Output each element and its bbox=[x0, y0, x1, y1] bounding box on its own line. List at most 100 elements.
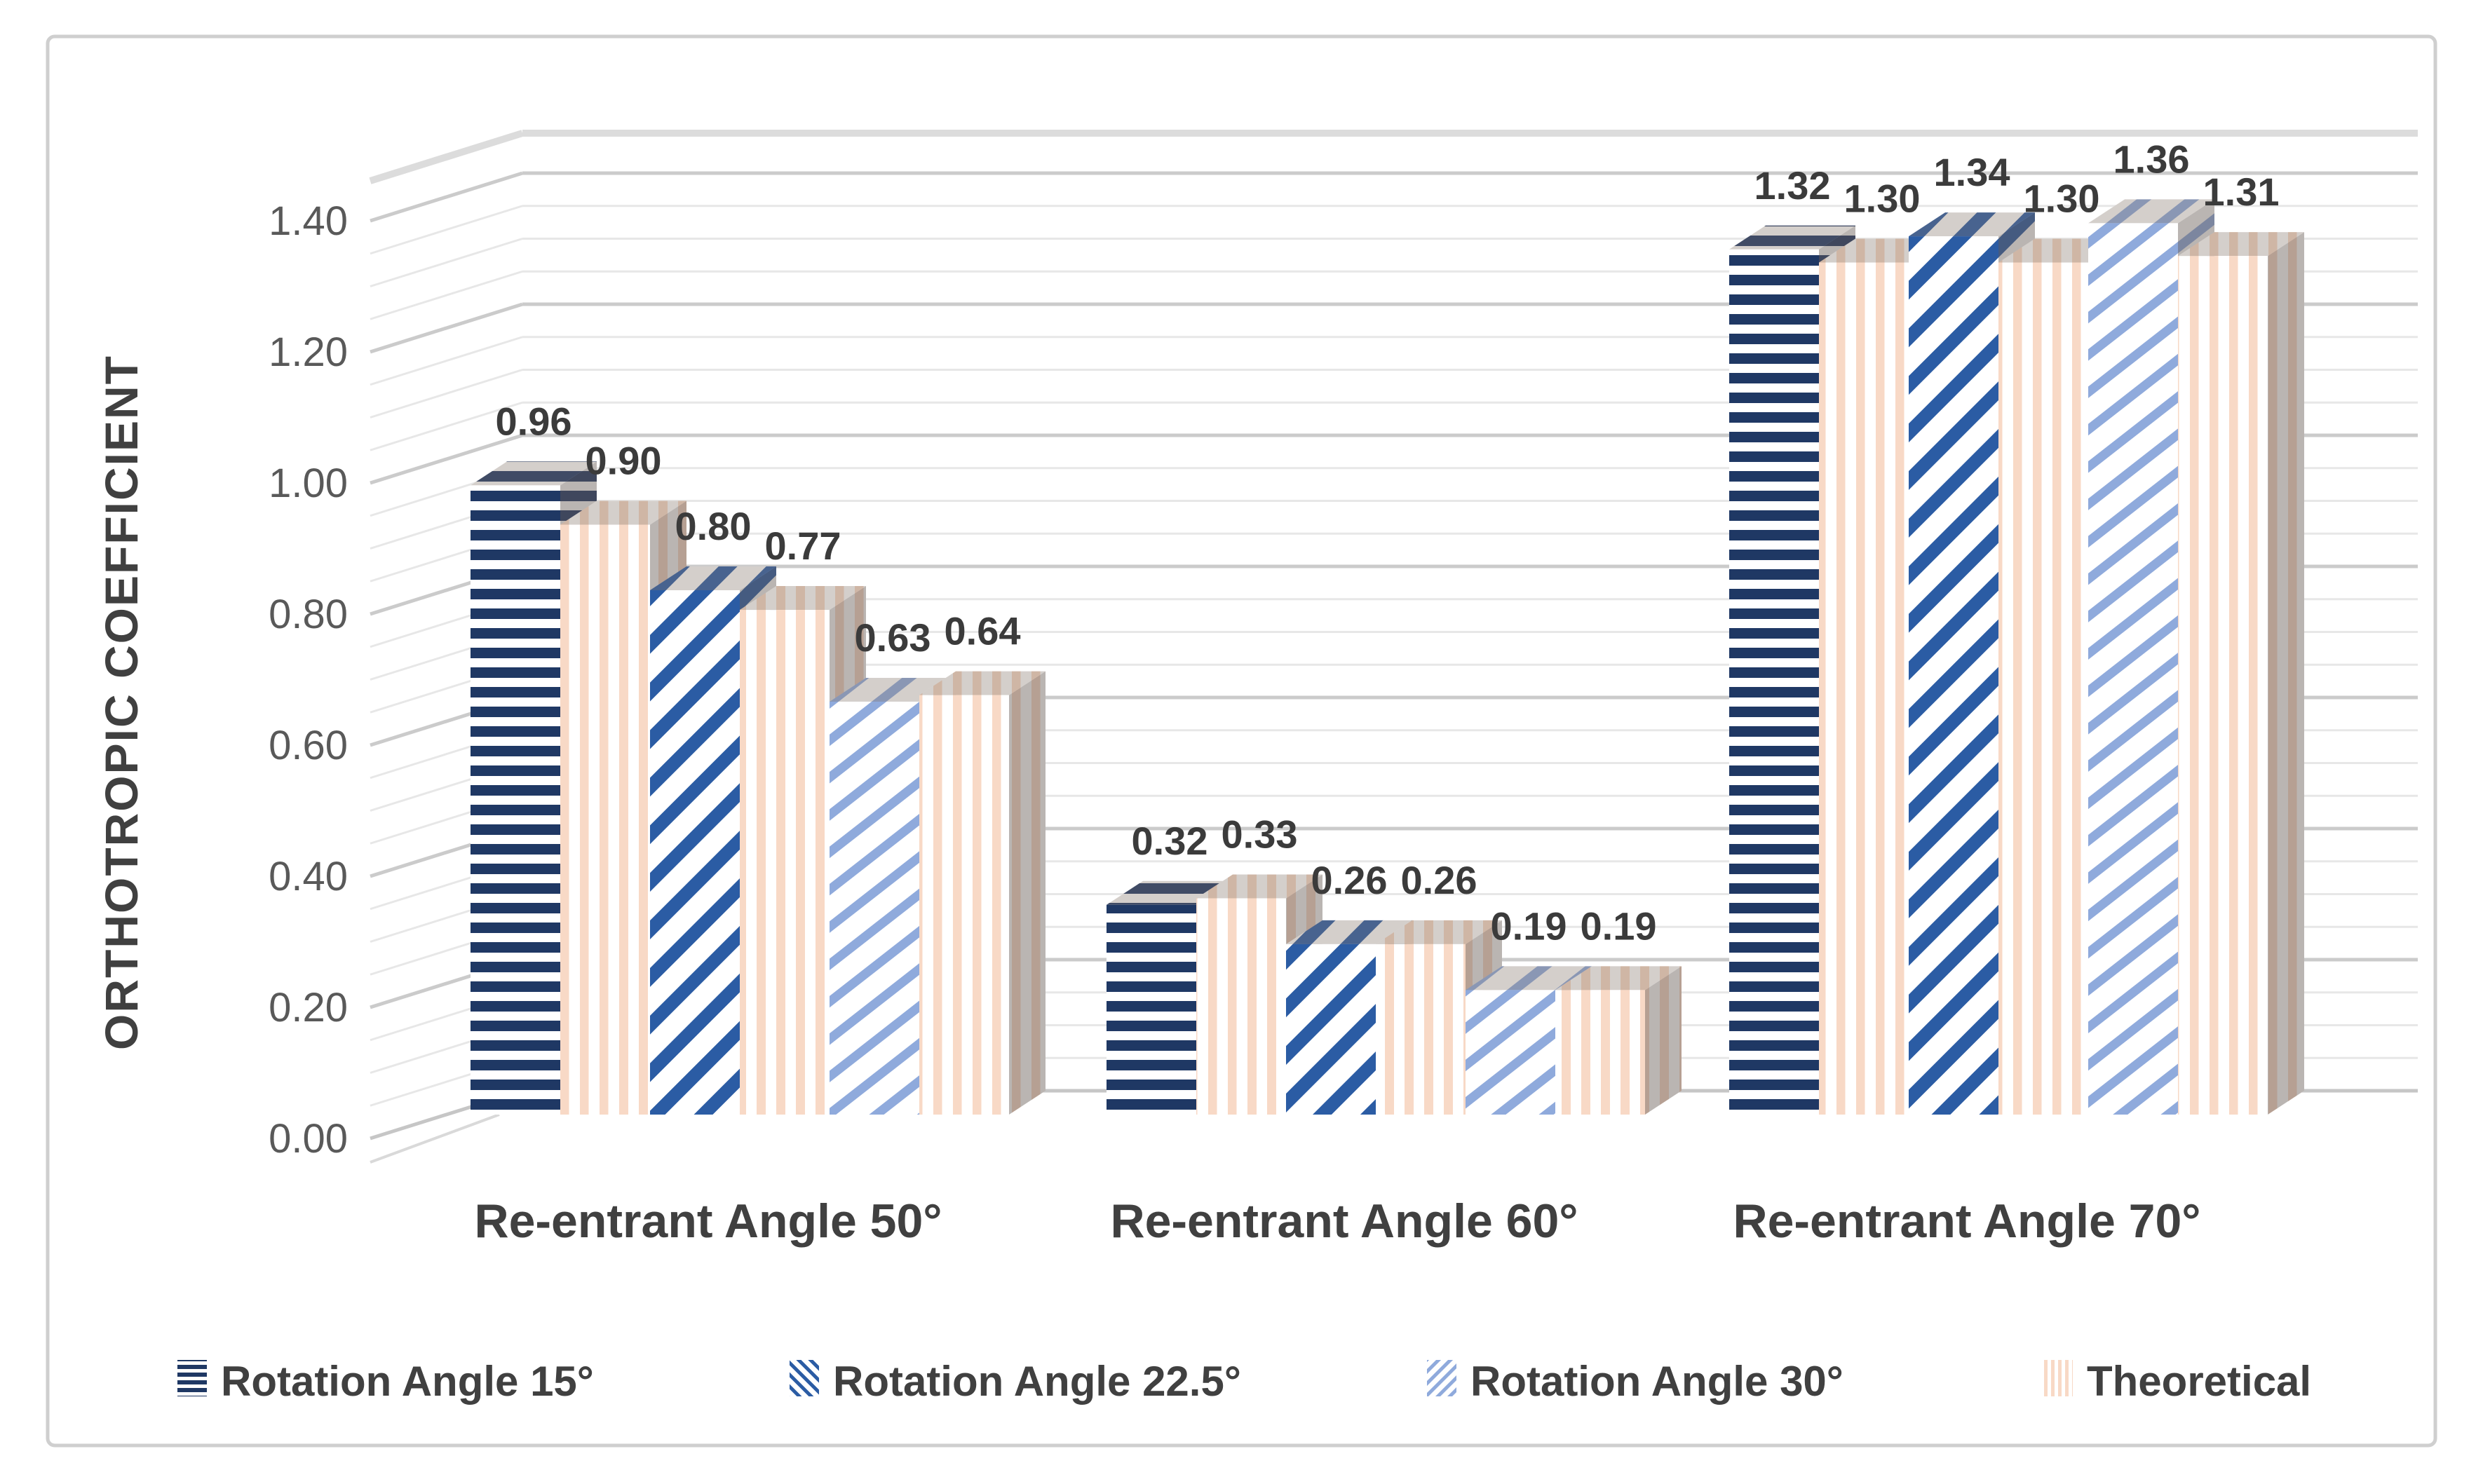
y-tick-label: 0.40 bbox=[269, 854, 348, 899]
category-label: Re-entrant Angle 50° bbox=[474, 1194, 942, 1248]
bar-value-label: 0.96 bbox=[496, 399, 572, 443]
y-tick-label: 1.40 bbox=[269, 198, 348, 244]
y-tick-label: 1.00 bbox=[269, 461, 348, 506]
bar-value-label: 0.19 bbox=[1491, 904, 1567, 948]
bar-top-face bbox=[919, 671, 1046, 695]
gridline bbox=[370, 171, 523, 223]
legend-item-rotation-15: Rotation Angle 15° bbox=[177, 1358, 594, 1405]
gridline bbox=[370, 401, 523, 451]
y-axis-title: ORTHOTROPIC COEFFICIENT bbox=[95, 355, 147, 1050]
bar-top-face bbox=[1729, 225, 1855, 250]
bar-top-face bbox=[1196, 874, 1322, 899]
category-label: Re-entrant Angle 70° bbox=[1733, 1194, 2200, 1248]
bar-value-label: 0.33 bbox=[1222, 812, 1298, 856]
bar-rotation-angle-22.5- bbox=[1909, 236, 1998, 1115]
bar-value-label: 0.90 bbox=[586, 439, 662, 483]
bar-side-face bbox=[2268, 232, 2304, 1115]
bar-theoretical bbox=[919, 695, 1009, 1115]
legend: Rotation Angle 15° Rotation Angle 22.5° … bbox=[177, 1358, 2311, 1405]
bar-rotation-angle-22.5- bbox=[650, 590, 740, 1115]
bar-rotation-angle-15- bbox=[471, 485, 560, 1115]
bar-value-label: 0.26 bbox=[1311, 858, 1388, 902]
bar-rotation-angle-22.5- bbox=[1286, 944, 1376, 1115]
gridline bbox=[370, 1113, 500, 1164]
category-label: Re-entrant Angle 60° bbox=[1110, 1194, 1578, 1248]
bar-top-shade bbox=[1376, 920, 1502, 944]
gridline bbox=[370, 205, 523, 255]
bar-top-face bbox=[2088, 199, 2214, 224]
bar-value-label: 1.30 bbox=[2024, 177, 2100, 221]
bar-rotation-angle-30- bbox=[1466, 990, 1555, 1115]
bar-value-label: 0.64 bbox=[945, 609, 1021, 653]
legend-swatch-light-diagonal-stripes-icon bbox=[1427, 1360, 1456, 1396]
bar-top-shade bbox=[1555, 966, 1682, 991]
bar-value-label: 1.36 bbox=[2113, 137, 2190, 181]
legend-item-theoretical: Theoretical bbox=[2043, 1358, 2311, 1405]
bar-value-label: 0.19 bbox=[1581, 904, 1657, 948]
bar-value-label: 1.32 bbox=[1754, 163, 1831, 207]
bar-top-face bbox=[1555, 966, 1682, 991]
data-labels: 0.96 0.90 0.80 0.77 0.63 0.64 0.32 0.33 0.26 0.26… bbox=[496, 137, 2280, 948]
bar-side-face bbox=[1645, 966, 1682, 1115]
y-tick-label: 0.60 bbox=[269, 723, 348, 768]
bar-top-shade bbox=[650, 566, 776, 590]
legend-swatch-horizontal-stripes-icon bbox=[177, 1360, 207, 1396]
legend-label: Theoretical bbox=[2087, 1358, 2311, 1405]
bar-side-shade bbox=[1645, 966, 1682, 1115]
bar-theoretical bbox=[1998, 262, 2088, 1115]
gridline bbox=[370, 369, 523, 418]
bar-rotation-angle-30- bbox=[2088, 223, 2178, 1115]
bar-rotation-angle-15- bbox=[1107, 904, 1196, 1115]
bar-top-face bbox=[1286, 920, 1412, 944]
x-axis-category-labels: Re-entrant Angle 50° Re-entrant Angle 60°… bbox=[474, 1194, 2200, 1248]
bar-value-label: 0.80 bbox=[675, 504, 752, 548]
bar-top-shade bbox=[1729, 225, 1855, 250]
bar-theoretical bbox=[2178, 256, 2268, 1115]
gridline bbox=[369, 130, 524, 184]
bar-top-face bbox=[471, 461, 597, 486]
bar-top-face bbox=[1909, 212, 2035, 237]
bar-theoretical bbox=[560, 524, 650, 1115]
bar-theoretical bbox=[740, 610, 830, 1115]
bar-top-face bbox=[1376, 920, 1502, 944]
bar-theoretical bbox=[1376, 944, 1466, 1115]
bar-top-shade bbox=[1196, 874, 1322, 899]
bar-theoretical bbox=[1819, 262, 1909, 1115]
bar-value-label: 1.30 bbox=[1844, 177, 1921, 221]
bar-theoretical bbox=[1555, 990, 1645, 1115]
bar-rotation-angle-15- bbox=[1729, 249, 1819, 1115]
bar-series bbox=[471, 199, 2304, 1115]
bar-side-face bbox=[1009, 671, 1046, 1115]
bar-top-shade bbox=[471, 461, 597, 486]
y-axis-tick-labels: 0.00 0.20 0.40 0.60 0.80 1.00 1.20 1.40 bbox=[269, 198, 348, 1162]
bar-top-face bbox=[740, 586, 866, 611]
gridline bbox=[370, 302, 523, 354]
bar-theoretical bbox=[1196, 898, 1286, 1115]
bar-top-shade bbox=[2178, 232, 2304, 257]
bar-top-face bbox=[2178, 232, 2304, 257]
bar-value-label: 0.63 bbox=[855, 615, 931, 660]
y-tick-label: 0.80 bbox=[269, 592, 348, 637]
bar-top-shade bbox=[1286, 920, 1412, 944]
legend-item-rotation-22-5: Rotation Angle 22.5° bbox=[790, 1358, 1241, 1405]
bar-value-label: 0.26 bbox=[1401, 858, 1477, 902]
bar-top-face bbox=[1466, 966, 1592, 991]
bar-top-shade bbox=[740, 586, 866, 611]
gridline bbox=[370, 238, 523, 287]
gridline bbox=[370, 270, 523, 320]
legend-label: Rotation Angle 22.5° bbox=[833, 1358, 1241, 1405]
legend-swatch-vertical-stripes-icon bbox=[2043, 1360, 2073, 1396]
y-tick-label: 0.20 bbox=[269, 985, 348, 1030]
gridline bbox=[370, 433, 523, 485]
bar-value-label: 1.31 bbox=[2203, 170, 2280, 214]
y-tick-label: 0.00 bbox=[269, 1116, 348, 1162]
legend-label: Rotation Angle 15° bbox=[221, 1358, 594, 1405]
bar-value-label: 0.77 bbox=[765, 524, 841, 568]
bar-top-face bbox=[650, 566, 776, 590]
bar-side-shade bbox=[2268, 232, 2304, 1115]
bar-side-shade bbox=[1009, 671, 1046, 1115]
legend-swatch-diagonal-stripes-icon bbox=[790, 1360, 819, 1396]
y-tick-label: 1.20 bbox=[269, 329, 348, 375]
bar-top-shade bbox=[560, 501, 686, 525]
